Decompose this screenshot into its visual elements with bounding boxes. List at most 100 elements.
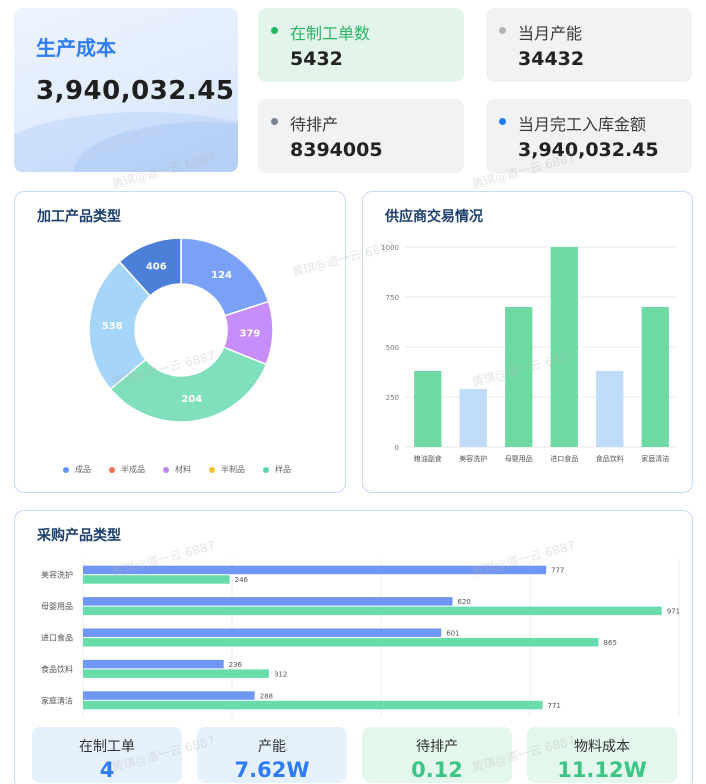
- y-tick-label: 美容洗护: [41, 570, 73, 580]
- x-tick-label: 美容洗护: [459, 454, 487, 463]
- bar[interactable]: [83, 700, 543, 710]
- bar[interactable]: [596, 371, 624, 447]
- kpi-label: 当月完工入库金额: [518, 115, 647, 134]
- production-cost-card: 生产成本 3,940,032.45: [14, 8, 238, 172]
- supplier-bar-chart: 0 250 500 750 1000 粮油副食 美容洗护 母婴用品 进口食品 食品饮料 家庭清洁: [381, 244, 678, 463]
- bar-value-label: 312: [274, 670, 287, 678]
- donut-slice[interactable]: [109, 346, 268, 423]
- bar[interactable]: [83, 597, 453, 606]
- y-tick-label: 500: [386, 344, 399, 352]
- bar[interactable]: [83, 638, 599, 647]
- bar-value-label: 620: [458, 598, 471, 606]
- status-dot-icon: [499, 27, 506, 34]
- donut-slice-label: 204: [181, 394, 202, 405]
- legend-marker-icon: [109, 466, 115, 473]
- y-tick-label: 0: [395, 444, 399, 452]
- stat-pending-schedule: 待排产 0.12: [362, 727, 512, 783]
- kpi-value: 8394005: [290, 139, 383, 161]
- kpi-label: 在制工单数: [290, 24, 371, 43]
- bar[interactable]: [83, 669, 269, 678]
- bar[interactable]: [83, 691, 255, 700]
- donut-slice-label: 379: [240, 328, 261, 339]
- stat-label: 物料成本: [574, 739, 630, 755]
- legend-label: 半制品: [221, 465, 245, 474]
- legend-marker-icon: [209, 466, 215, 473]
- donut-slice-label: 124: [211, 270, 232, 281]
- production-cost-title: 生产成本: [36, 36, 116, 60]
- donut-slice-label: 406: [146, 262, 167, 273]
- stat-label: 待排产: [416, 739, 458, 755]
- panel-title: 加工产品类型: [37, 209, 121, 225]
- bar[interactable]: [83, 628, 442, 638]
- status-dot-icon: [499, 118, 506, 125]
- kpi-value: 3,940,032.45: [518, 139, 659, 161]
- purchase-bar-chart: 美容洗护 777 246 母婴用品 620 971 进口食品 601 865 食品饮料 236 312…: [41, 559, 680, 716]
- bar[interactable]: [83, 659, 224, 669]
- legend-label: 样品: [275, 465, 291, 474]
- bar-value-label: 236: [229, 661, 243, 669]
- bar[interactable]: [459, 389, 487, 447]
- stat-value: 7.62W: [234, 758, 310, 782]
- y-tick-label: 进口食品: [41, 633, 73, 643]
- y-tick-label: 750: [386, 294, 399, 302]
- x-tick-label: 家庭清洁: [641, 454, 669, 463]
- legend-marker-icon: [63, 466, 69, 473]
- supplier-transaction-panel: 供应商交易情况 0 250 500 750 1000 粮油副食 美容洗护 母婴用品 进口食品 食品…: [362, 191, 693, 493]
- panel-title: 供应商交易情况: [385, 209, 483, 225]
- stat-value: 11.12W: [557, 758, 647, 782]
- stat-capacity: 产能 7.62W: [197, 727, 347, 783]
- bar[interactable]: [505, 307, 533, 447]
- kpi-label: 当月产能: [518, 24, 583, 43]
- kpi-label: 待排产: [290, 115, 339, 134]
- donut-slice[interactable]: [88, 260, 152, 391]
- kpi-value: 34432: [518, 48, 585, 70]
- bar[interactable]: [83, 606, 662, 616]
- stat-material-cost: 物料成本 11.12W: [527, 727, 677, 783]
- legend-label: 成品: [75, 465, 91, 474]
- stat-label: 产能: [258, 739, 286, 755]
- bar-value-label: 971: [667, 608, 680, 616]
- bar-value-label: 246: [235, 576, 249, 584]
- legend-label: 材料: [175, 465, 191, 474]
- bar[interactable]: [414, 371, 442, 447]
- bar-value-label: 777: [551, 567, 564, 575]
- bar-value-label: 771: [548, 702, 561, 710]
- status-dot-icon: [271, 27, 278, 34]
- bar-value-label: 865: [604, 639, 617, 647]
- y-tick-label: 250: [386, 394, 399, 402]
- x-tick-label: 食品饮料: [596, 454, 624, 463]
- donut-legend: 成品 半成品 材料 半制品 样品: [63, 464, 291, 475]
- legend-marker-icon: [263, 466, 269, 473]
- card-wave-decoration: [14, 112, 238, 172]
- kpi-monthly-capacity: 当月产能 34432: [486, 8, 692, 82]
- legend-label: 半成品: [121, 465, 145, 474]
- bar-value-label: 288: [260, 692, 273, 700]
- kpi-value: 5432: [290, 48, 343, 70]
- production-cost-value: 3,940,032.45: [36, 76, 235, 106]
- processing-product-type-panel: 加工产品类型 124 379 204 538 406 成品 半成品 材料 半制品 样品: [14, 191, 346, 493]
- stat-label: 在制工单: [79, 739, 135, 755]
- y-tick-label: 母婴用品: [41, 602, 73, 611]
- legend-item[interactable]: 材料: [163, 464, 191, 475]
- stat-value: 4: [99, 758, 115, 782]
- kpi-pending-schedule: 待排产 8394005: [258, 99, 464, 173]
- legend-item[interactable]: 半制品: [209, 464, 245, 475]
- donut-chart: 124 379 204 538 406: [88, 237, 274, 423]
- legend-item[interactable]: 半成品: [109, 464, 145, 475]
- y-tick-label: 食品饮料: [41, 664, 73, 674]
- status-dot-icon: [271, 118, 278, 125]
- bar[interactable]: [83, 575, 230, 584]
- kpi-wip-orders: 在制工单数 5432: [258, 8, 464, 82]
- legend-item[interactable]: 样品: [263, 464, 291, 475]
- kpi-monthly-completed-amount: 当月完工入库金额 3,940,032.45: [486, 99, 692, 173]
- bar[interactable]: [83, 565, 547, 575]
- x-tick-label: 粮油副食: [414, 454, 442, 463]
- legend-item[interactable]: 成品: [63, 464, 91, 475]
- stat-value: 0.12: [411, 758, 463, 782]
- donut-slice[interactable]: [118, 237, 182, 297]
- donut-slice-label: 538: [102, 321, 123, 332]
- bar[interactable]: [550, 247, 578, 447]
- x-tick-label: 进口食品: [550, 454, 578, 463]
- bar[interactable]: [641, 307, 669, 447]
- x-tick-label: 母婴用品: [505, 455, 533, 463]
